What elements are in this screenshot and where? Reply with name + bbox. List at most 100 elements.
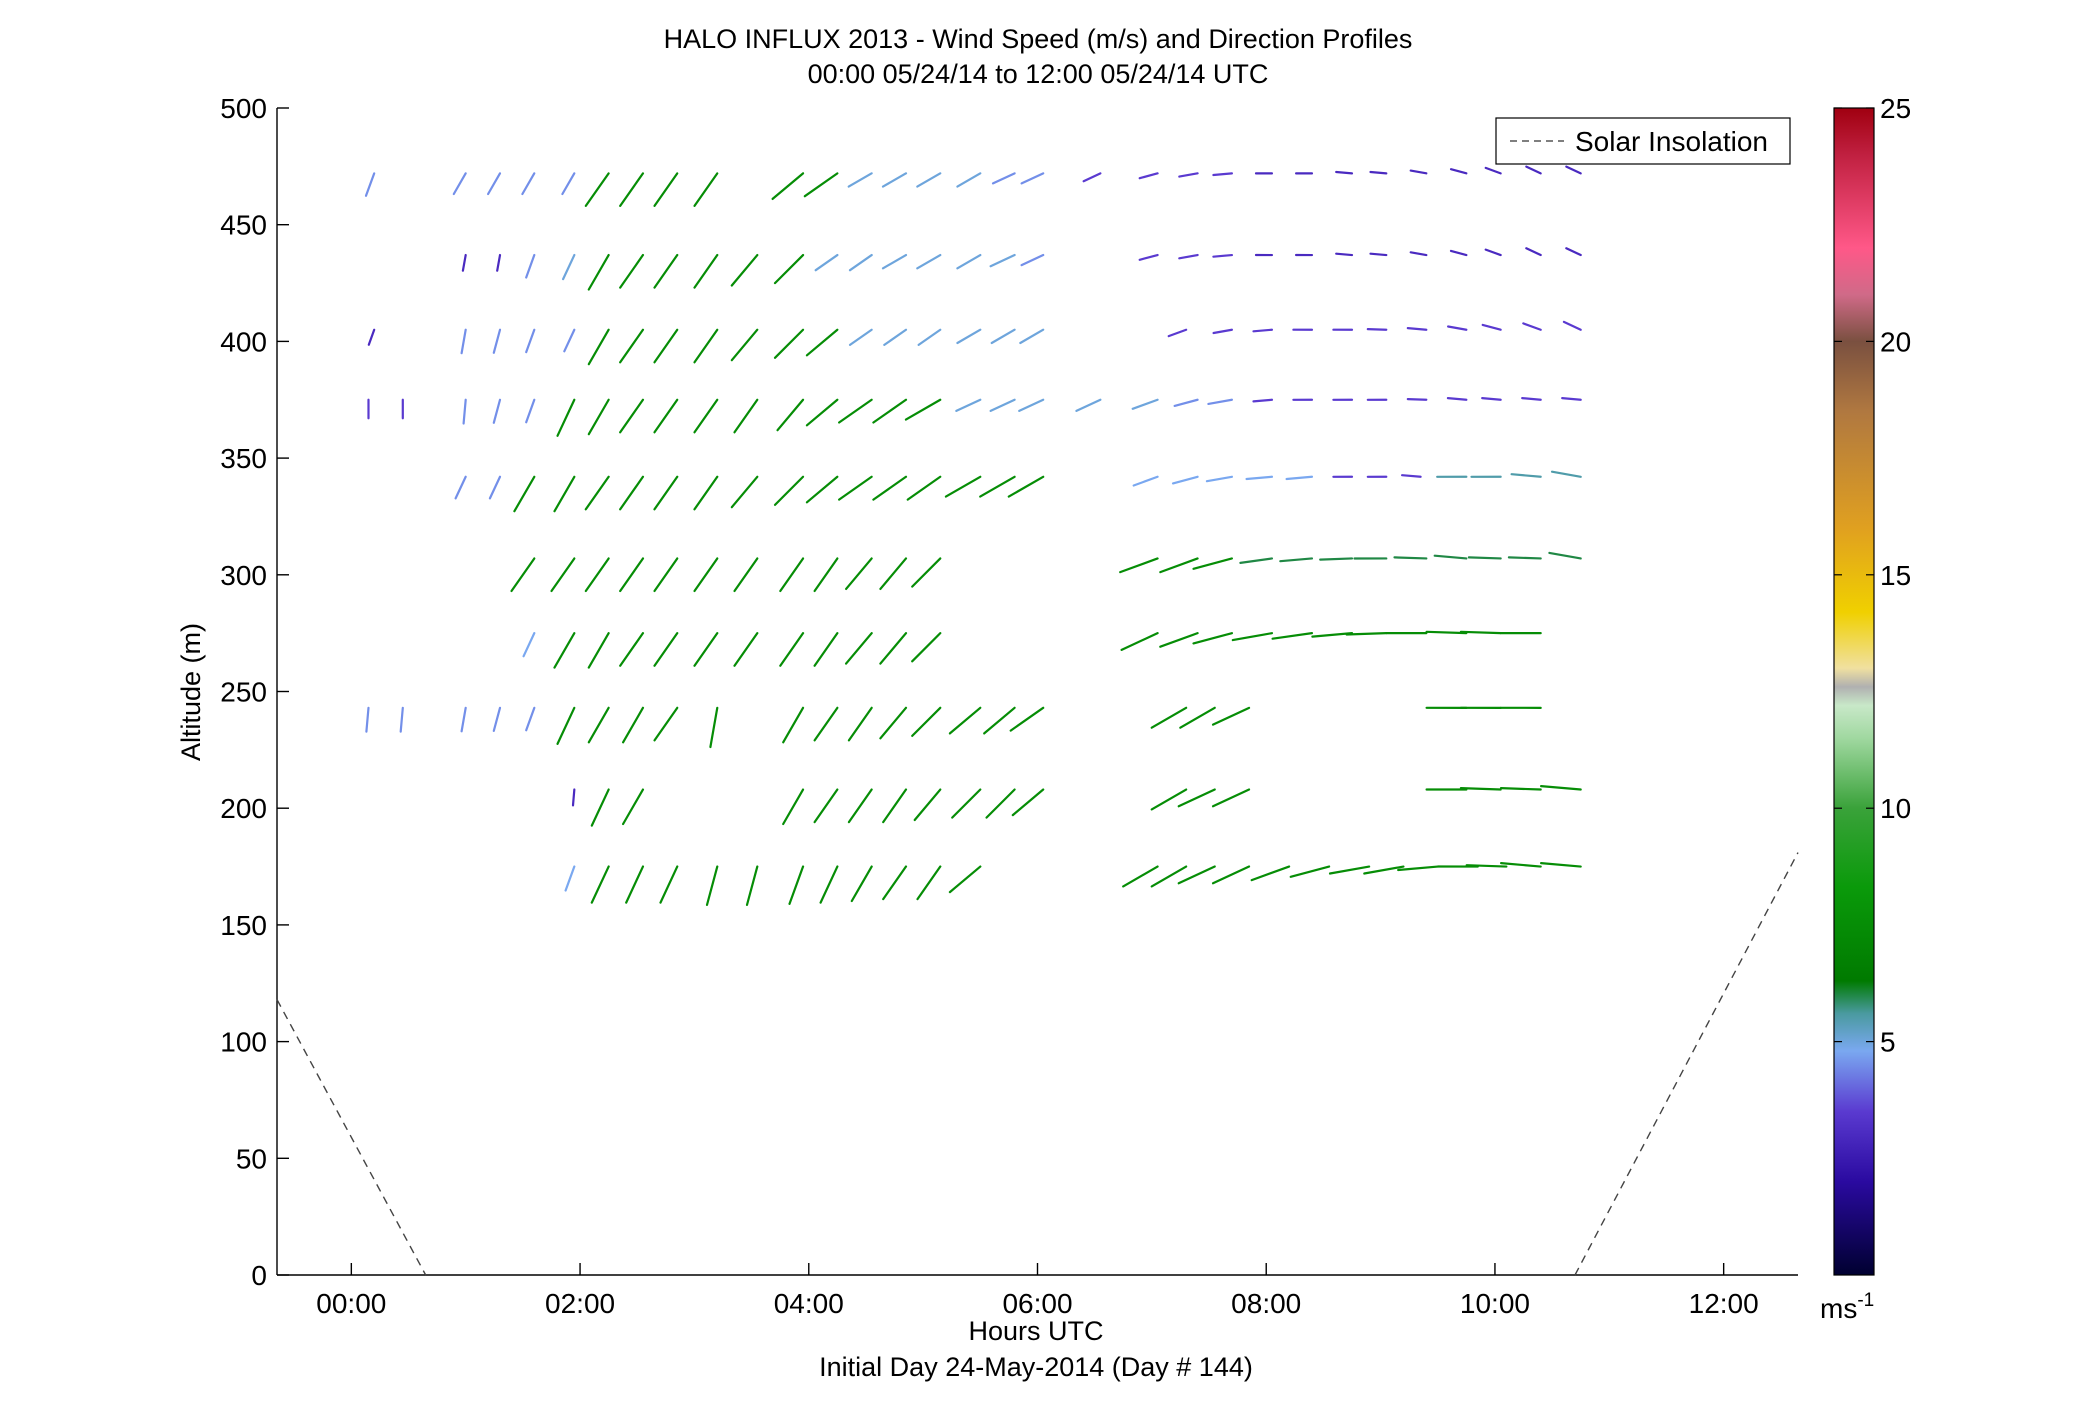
wind-barb <box>1481 323 1502 331</box>
wind-barb <box>563 328 576 353</box>
wind-barb <box>979 475 1016 498</box>
wind-barb <box>904 398 942 421</box>
wind-barb <box>556 398 576 437</box>
wind-barb <box>733 398 759 434</box>
wind-barb <box>521 172 536 196</box>
wind-barb <box>619 398 645 434</box>
wind-barb <box>1449 168 1468 175</box>
wind-barb <box>492 706 502 733</box>
wind-barb <box>948 706 982 735</box>
wind-barb <box>587 253 610 291</box>
wind-barb <box>911 557 942 588</box>
y-tick-label: 150 <box>220 910 267 941</box>
wind-barb <box>1138 172 1159 180</box>
wind-barb <box>881 253 908 270</box>
wind-barb <box>1173 398 1199 407</box>
wind-barb <box>1150 706 1188 729</box>
colorbar-tick-label: 20 <box>1880 326 1911 357</box>
wind-barb <box>513 475 536 513</box>
wind-barb <box>882 865 908 901</box>
wind-barb <box>488 475 502 500</box>
wind-barb <box>1510 473 1542 478</box>
wind-barb <box>693 172 719 207</box>
wind-barb <box>837 475 873 501</box>
y-tick-label: 0 <box>251 1260 267 1291</box>
wind-barb <box>364 172 376 197</box>
wind-barb <box>1366 328 1388 331</box>
wind-barb <box>1406 398 1428 401</box>
wind-barb <box>848 328 873 346</box>
wind-barb <box>1561 397 1582 401</box>
wind-barb <box>693 253 719 289</box>
wind-barb <box>813 788 839 824</box>
wind-barb <box>1138 253 1159 261</box>
wind-barb <box>587 398 610 436</box>
wind-barb <box>510 557 536 593</box>
wind-barb <box>1231 632 1274 642</box>
y-tick-label: 200 <box>220 793 267 824</box>
wind-barb <box>462 398 467 425</box>
wind-barb <box>1446 325 1468 331</box>
colorbar-gradient <box>1833 107 1875 1276</box>
wind-barb <box>1082 172 1102 183</box>
wind-barbs <box>364 165 1582 907</box>
wind-barb <box>561 172 576 196</box>
wind-barb <box>1521 397 1542 401</box>
wind-barb <box>1369 252 1388 257</box>
wind-barb <box>1345 632 1388 636</box>
wind-barb <box>1159 557 1199 574</box>
wind-barb <box>693 557 719 593</box>
wind-barb <box>1150 865 1188 888</box>
legend-box <box>1495 117 1791 165</box>
wind-barb <box>1207 398 1234 405</box>
wind-barb <box>730 328 759 362</box>
x-axis-sublabel: Initial Day 24-May-2014 (Day # 144) <box>819 1352 1253 1382</box>
wind-barb <box>619 475 645 511</box>
wind-barb <box>705 865 719 907</box>
wind-barb <box>619 172 645 207</box>
wind-barb <box>659 865 679 904</box>
wind-barb <box>1393 556 1428 560</box>
wind-barb <box>1252 398 1274 403</box>
solar-insolation-line <box>276 999 427 1276</box>
wind-barb <box>991 172 1016 185</box>
wind-barb <box>733 557 759 593</box>
wind-barb <box>844 632 873 665</box>
wind-barb <box>561 253 576 281</box>
wind-barb <box>1252 328 1274 333</box>
wind-barb <box>1250 865 1291 882</box>
wind-barb <box>847 788 873 824</box>
wind-barb <box>985 788 1016 819</box>
wind-barb <box>956 328 982 345</box>
wind-barb <box>556 706 576 746</box>
wind-barb <box>1507 556 1542 560</box>
wind-barb <box>1562 320 1582 331</box>
wind-barb <box>944 475 982 498</box>
y-tick-label: 450 <box>220 210 267 241</box>
wind-barb <box>1467 556 1502 560</box>
wind-barb <box>693 398 719 434</box>
y-tick-label: 500 <box>220 93 267 124</box>
wind-barb <box>1019 328 1045 345</box>
wind-barb <box>1449 249 1468 257</box>
wind-barb <box>693 632 719 667</box>
wind-barb <box>782 788 805 826</box>
wind-barb <box>879 632 908 665</box>
wind-barb <box>776 398 805 432</box>
wind-barb <box>619 557 645 593</box>
wind-barb <box>1335 170 1354 175</box>
wind-barb <box>1179 706 1216 729</box>
wind-barb <box>709 706 719 749</box>
wind-barb <box>1009 706 1045 732</box>
wind-barb <box>1465 864 1508 868</box>
wind-barb <box>1406 327 1428 331</box>
wind-barb <box>773 328 805 359</box>
wind-barb <box>367 328 376 346</box>
x-tick-label: 00:00 <box>316 1288 386 1319</box>
wind-barb <box>779 557 805 593</box>
wind-barb <box>782 706 805 744</box>
wind-barb <box>1499 861 1542 868</box>
wind-barb <box>883 328 908 346</box>
colorbar: 5 10 15 20 25 ms-1 <box>1820 93 1911 1324</box>
